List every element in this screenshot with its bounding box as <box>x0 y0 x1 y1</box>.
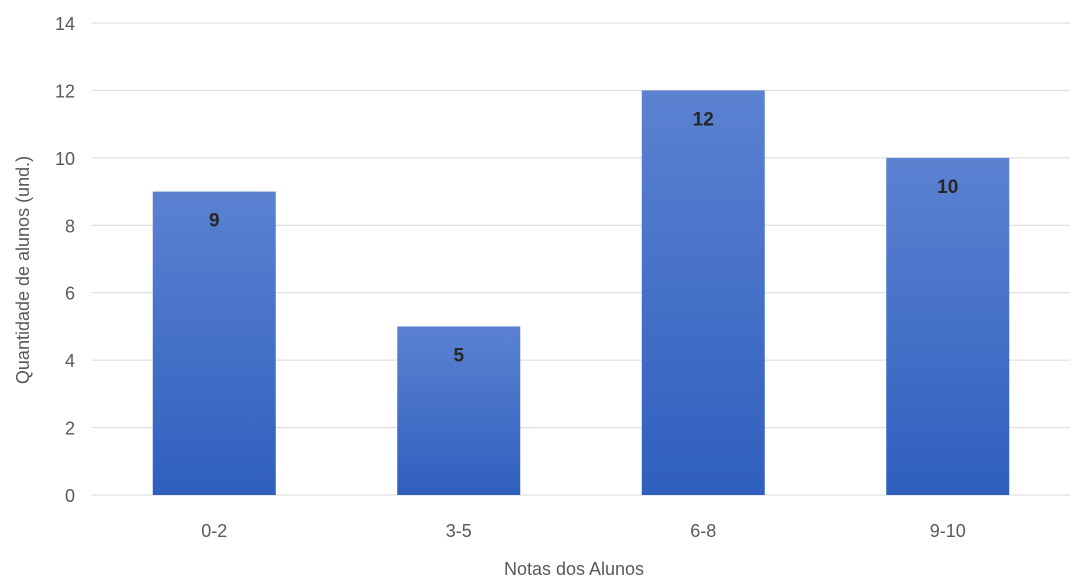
data-labels: 9 5 12 10 <box>209 109 958 366</box>
data-label: 12 <box>693 109 714 130</box>
x-tick-label: 6-8 <box>690 521 716 541</box>
y-tick-label: 12 <box>55 81 75 101</box>
x-tick-label: 9-10 <box>930 521 966 541</box>
y-axis-ticks: 0 2 4 6 8 10 12 14 <box>55 14 75 506</box>
y-axis-title: Quantidade de alunos (und.) <box>13 156 33 384</box>
y-tick-label: 4 <box>65 351 75 371</box>
data-label: 9 <box>209 211 220 232</box>
y-tick-label: 10 <box>55 149 75 169</box>
x-tick-label: 0-2 <box>201 521 227 541</box>
bar-9-10 <box>886 157 1010 495</box>
y-tick-label: 8 <box>65 216 75 236</box>
bars <box>152 90 1010 496</box>
bar-3-5 <box>397 326 521 495</box>
y-tick-label: 6 <box>65 284 75 304</box>
y-tick-label: 0 <box>65 486 75 506</box>
y-tick-label: 2 <box>65 419 75 439</box>
data-label: 10 <box>937 177 958 198</box>
x-axis-title: Notas dos Alunos <box>504 559 644 579</box>
x-tick-label: 3-5 <box>446 521 472 541</box>
bar-6-8 <box>641 90 765 495</box>
x-axis-ticks: 0-2 3-5 6-8 9-10 <box>201 521 966 541</box>
y-tick-label: 14 <box>55 14 75 34</box>
data-label: 5 <box>453 345 464 366</box>
bar-0-2 <box>152 191 276 496</box>
